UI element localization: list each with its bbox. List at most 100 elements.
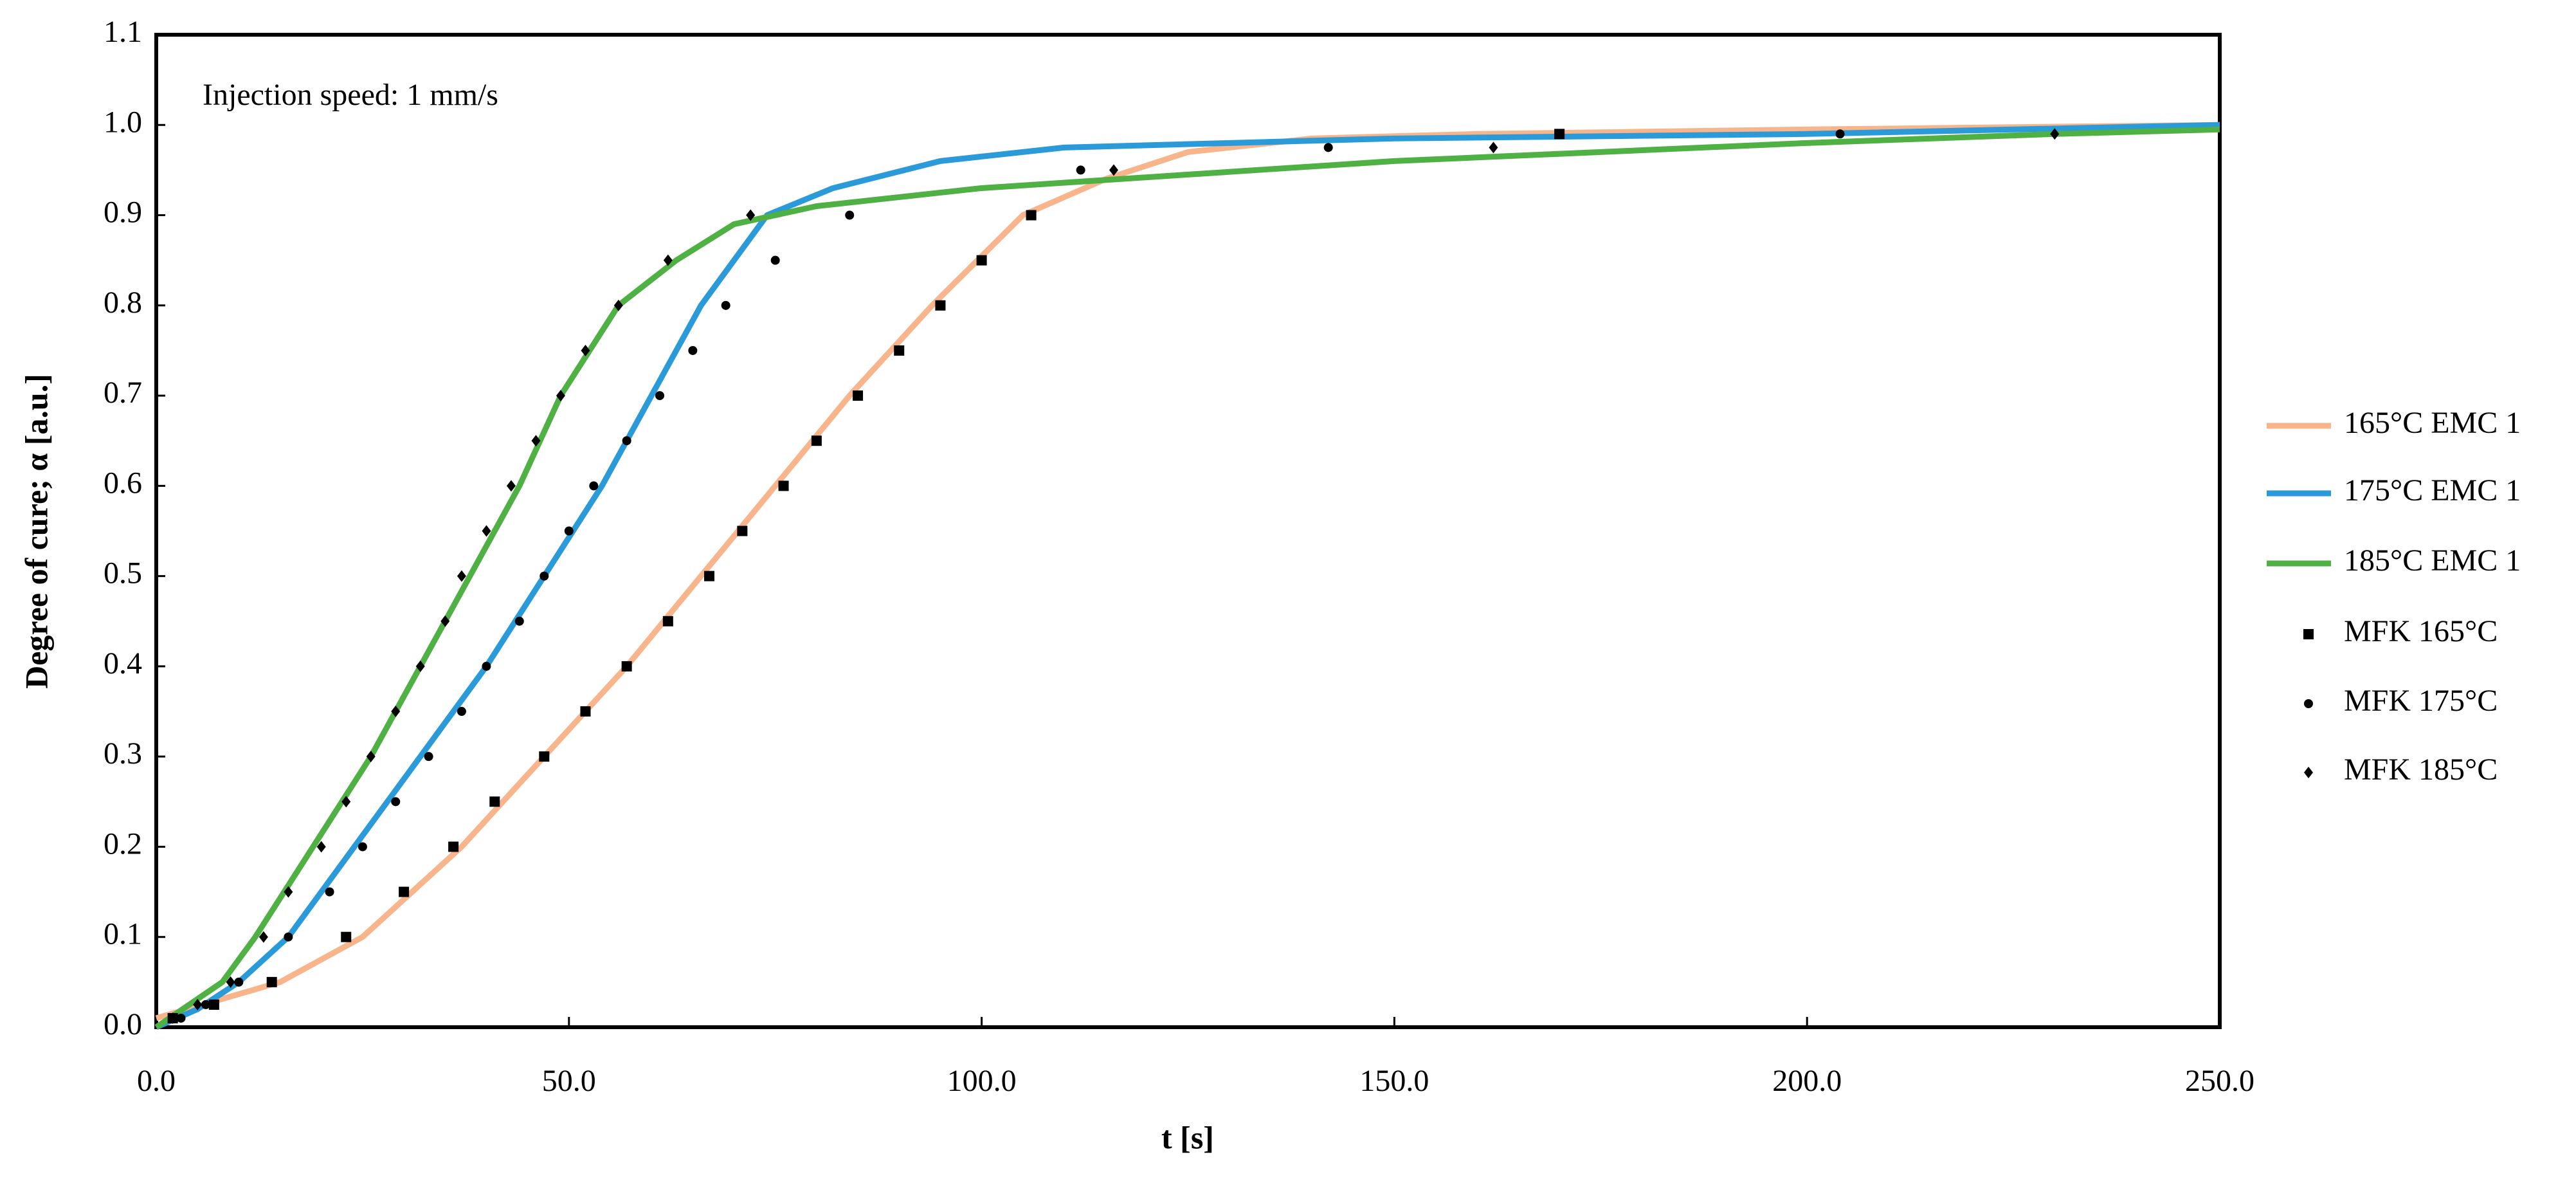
marker-square <box>853 390 864 401</box>
marker-circle <box>514 616 524 626</box>
marker-diamond <box>531 435 541 447</box>
marker-square <box>208 999 219 1010</box>
marker-circle <box>845 210 855 220</box>
marker-square <box>580 706 591 717</box>
y-tick-label: 0.6 <box>104 466 142 500</box>
marker-diamond <box>259 931 268 943</box>
series-line <box>154 126 2220 1030</box>
marker-diamond <box>415 660 425 672</box>
x-axis-title: t [s] <box>1161 1119 1214 1155</box>
marker-square <box>704 571 715 581</box>
marker-diamond <box>506 480 516 492</box>
marker-diamond <box>168 1012 177 1024</box>
marker-diamond <box>613 299 623 311</box>
marker-square <box>894 345 905 356</box>
marker-square <box>662 616 673 626</box>
marker-diamond <box>2050 128 2060 140</box>
marker-diamond <box>226 976 235 988</box>
marker-diamond <box>391 706 401 718</box>
legend-label: 185°C EMC 1 <box>2344 544 2521 578</box>
y-tick-label: 0.9 <box>104 196 142 230</box>
marker-circle <box>2304 699 2313 708</box>
marker-circle <box>358 842 367 852</box>
y-tick-label: 1.0 <box>104 105 142 139</box>
marker-diamond <box>746 209 756 221</box>
marker-diamond <box>193 998 203 1010</box>
marker-diamond <box>581 344 590 356</box>
marker-circle <box>622 436 631 446</box>
marker-circle <box>564 526 574 536</box>
legend-label: MFK 185°C <box>2344 753 2498 787</box>
marker-circle <box>688 345 698 355</box>
y-tick-label: 0.0 <box>104 1007 142 1041</box>
marker-circle <box>770 255 780 265</box>
y-tick-label: 0.2 <box>104 827 142 861</box>
marker-circle <box>1835 129 1845 139</box>
marker-diamond <box>341 796 351 808</box>
y-tick-label: 0.5 <box>104 556 142 590</box>
x-tick-label: 100.0 <box>947 1064 1017 1098</box>
y-tick-label: 0.3 <box>104 736 142 771</box>
y-tick-label: 0.4 <box>104 646 142 681</box>
marker-circle <box>1076 165 1085 175</box>
marker-square <box>976 255 987 266</box>
marker-diamond <box>2304 767 2313 778</box>
marker-diamond <box>556 390 565 402</box>
marker-diamond <box>440 615 450 627</box>
marker-circle <box>1323 143 1333 152</box>
y-tick-label: 0.1 <box>104 917 142 951</box>
x-tick-label: 0.0 <box>137 1064 176 1098</box>
marker-circle <box>540 571 549 581</box>
marker-square <box>935 300 946 311</box>
marker-circle <box>655 391 664 401</box>
marker-square <box>1554 129 1565 140</box>
x-tick-label: 250.0 <box>2185 1064 2254 1098</box>
marker-square <box>621 661 632 672</box>
marker-diamond <box>1109 164 1118 176</box>
marker-square <box>448 841 459 852</box>
marker-circle <box>424 752 433 762</box>
marker-square <box>2303 629 2314 639</box>
marker-circle <box>589 481 599 491</box>
x-tick-label: 200.0 <box>1772 1064 1842 1098</box>
legend-label: 165°C EMC 1 <box>2344 406 2521 440</box>
marker-circle <box>482 661 491 671</box>
marker-diamond <box>316 841 326 853</box>
y-tick-label: 0.8 <box>104 286 142 320</box>
marker-diamond <box>366 751 376 763</box>
marker-circle <box>176 1013 186 1023</box>
marker-diamond <box>457 570 466 582</box>
marker-circle <box>457 707 466 717</box>
legend-label: MFK 175°C <box>2344 684 2498 718</box>
marker-circle <box>234 977 244 987</box>
marker-diamond <box>284 886 293 898</box>
marker-square <box>399 886 410 897</box>
marker-square <box>266 976 277 987</box>
marker-diamond <box>663 254 673 266</box>
marker-square <box>811 435 822 446</box>
x-tick-label: 150.0 <box>1359 1064 1429 1098</box>
marker-square <box>489 796 500 807</box>
marker-diamond <box>1489 142 1498 154</box>
marker-diamond <box>482 525 491 537</box>
y-tick-label: 0.7 <box>104 376 142 410</box>
marker-circle <box>391 797 401 807</box>
marker-square <box>737 526 748 536</box>
marker-circle <box>201 1000 211 1009</box>
legend-label: MFK 165°C <box>2344 614 2498 648</box>
annotation: Injection speed: 1 mm/s <box>203 78 498 112</box>
plot-frame <box>154 33 2222 1029</box>
y-tick-label: 1.1 <box>104 15 142 49</box>
x-tick-label: 50.0 <box>542 1064 596 1098</box>
y-axis-title: Degree of cure; α [a.u.] <box>18 374 54 689</box>
marker-circle <box>325 887 334 897</box>
marker-square <box>539 751 550 762</box>
legend-label: 175°C EMC 1 <box>2344 473 2521 507</box>
marker-square <box>341 931 352 942</box>
marker-circle <box>284 932 293 942</box>
marker-square <box>778 480 789 491</box>
marker-circle <box>721 300 730 310</box>
marker-square <box>1026 210 1037 221</box>
